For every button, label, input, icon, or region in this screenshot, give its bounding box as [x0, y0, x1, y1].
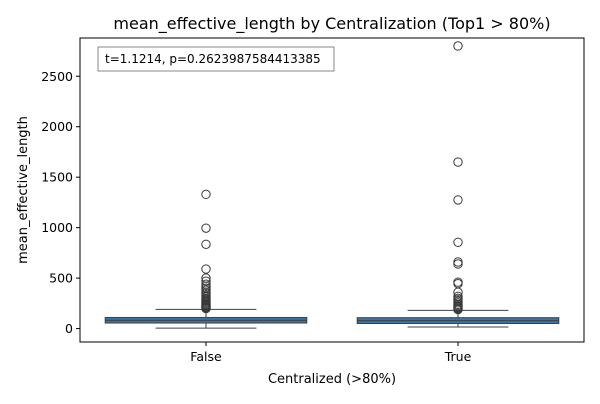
plot-area-frame	[79, 37, 585, 343]
outlier-point	[201, 264, 211, 274]
box-group-false	[104, 189, 308, 329]
y-tick-label: 500	[49, 271, 73, 286]
stat-annotation-frame	[97, 46, 335, 72]
outlier-point	[453, 287, 463, 297]
box-series	[104, 41, 560, 329]
x-tick-label: False	[190, 349, 222, 364]
y-tick-label: 0	[65, 321, 73, 336]
y-tick-label: 1000	[41, 220, 73, 235]
box-group-true	[356, 41, 560, 328]
outlier-point	[201, 239, 211, 250]
outlier-point	[453, 41, 463, 51]
stat-annotation-text: t=1.1214, p=0.2623987584413385	[105, 52, 321, 66]
outlier-point	[201, 223, 211, 233]
x-axis-ticks: False True	[190, 342, 472, 364]
x-tick-label: True	[444, 349, 472, 364]
stat-annotation-box: t=1.1214, p=0.2623987584413385	[97, 46, 335, 72]
chart-title: mean_effective_length by Centralization …	[113, 14, 550, 34]
outlier-point	[453, 257, 463, 267]
x-axis-label: Centralized (>80%)	[268, 372, 396, 387]
y-tick-label: 1500	[41, 170, 73, 185]
outlier-point	[453, 195, 463, 205]
outlier-point	[453, 237, 463, 247]
outlier-point	[453, 259, 463, 269]
outlier-point	[453, 157, 463, 167]
outlier-point	[201, 276, 211, 286]
outlier-point	[453, 304, 463, 315]
outlier-point	[201, 189, 211, 200]
y-tick-label: 2500	[41, 69, 73, 84]
y-tick-label: 2000	[41, 119, 73, 134]
y-axis-label: mean_effective_length	[16, 116, 31, 264]
y-axis-ticks: 0 500 1000 1500 2000 2500	[41, 69, 80, 336]
outlier-point	[201, 303, 211, 314]
